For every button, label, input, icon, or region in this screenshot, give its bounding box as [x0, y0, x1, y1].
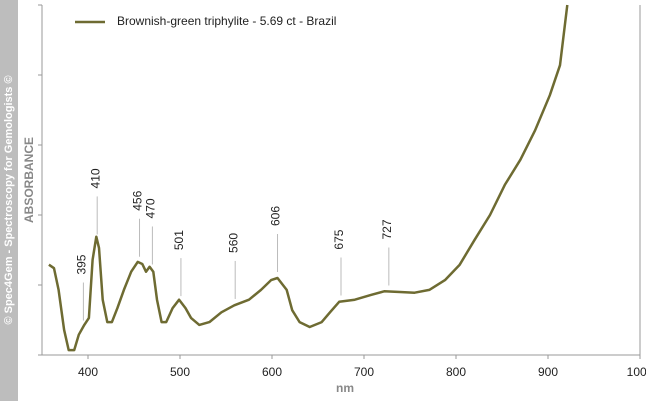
annotation-label: 501: [172, 230, 186, 250]
annotation-label: 395: [75, 254, 89, 274]
annotation-label: 675: [332, 229, 346, 249]
x-tick-label: 1000: [627, 365, 646, 379]
x-tick-label: 700: [354, 365, 374, 379]
annotation-label: 410: [88, 168, 102, 188]
x-tick-label: 400: [78, 365, 98, 379]
x-tick-label: 500: [170, 365, 190, 379]
watermark-band: [0, 0, 18, 401]
annotation-label: 606: [269, 206, 283, 226]
x-axis-label: nm: [336, 381, 354, 395]
x-tick-label: 600: [262, 365, 282, 379]
y-axis-label: ABSORBANCE: [22, 137, 36, 223]
watermark: © Spec4Gem - Spectroscopy for Gemologist…: [3, 75, 15, 324]
annotation-label: 456: [131, 190, 145, 210]
legend-label: Brownish-green triphylite - 5.69 ct - Br…: [117, 14, 336, 28]
annotation-label: 560: [226, 233, 240, 253]
annotation-label: 470: [144, 198, 158, 218]
annotation-label: 727: [380, 219, 394, 239]
spectrum-line: [48, 4, 569, 352]
x-tick-label: 800: [446, 365, 466, 379]
x-tick-label: 900: [538, 365, 558, 379]
